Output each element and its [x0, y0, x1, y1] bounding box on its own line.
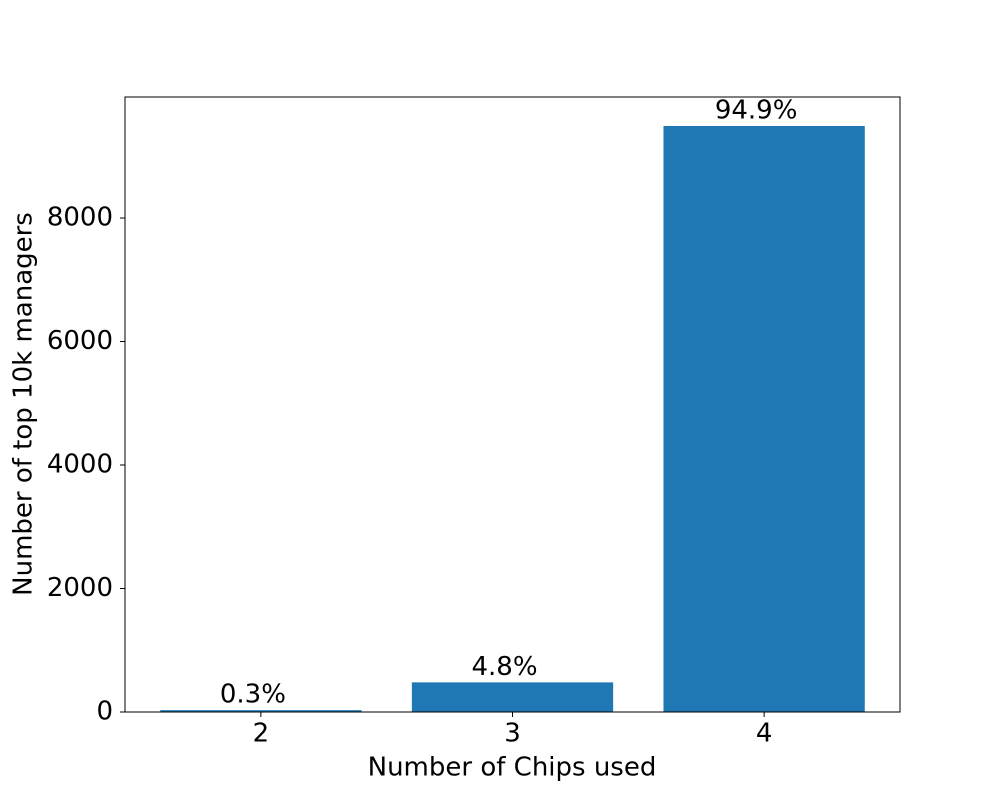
- y-tick-label: 6000: [47, 326, 113, 356]
- bar: [663, 126, 865, 712]
- value-label: 0.3%: [220, 680, 286, 710]
- x-axis-label: Number of Chips used: [368, 753, 657, 783]
- x-tick-label: 4: [756, 719, 773, 749]
- bar: [160, 710, 362, 712]
- x-tick-label: 3: [504, 719, 521, 749]
- y-axis-label: Number of top 10k managers: [9, 212, 39, 596]
- x-tick-label: 2: [253, 719, 270, 749]
- value-label: 4.8%: [471, 652, 537, 682]
- y-tick-label: 4000: [47, 450, 113, 480]
- plot-frame: [124, 96, 901, 713]
- y-tick-label: 0: [96, 697, 113, 727]
- y-tick-label: 8000: [47, 203, 113, 233]
- value-label: 94.9%: [715, 96, 798, 126]
- y-tick-label: 2000: [47, 573, 113, 603]
- bar: [411, 682, 614, 712]
